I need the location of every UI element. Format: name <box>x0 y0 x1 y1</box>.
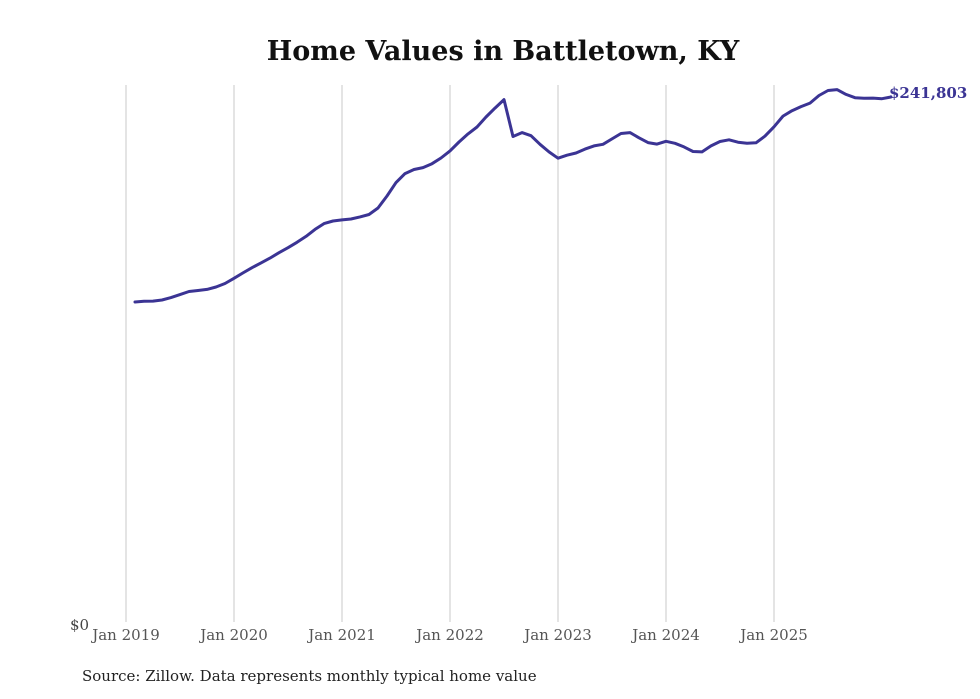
x-tick-label-0: Jan 2019 <box>90 626 160 644</box>
gridlines <box>125 85 775 622</box>
x-tick-label-5: Jan 2024 <box>630 626 700 644</box>
chart-title: Home Values in Battletown, KY <box>267 36 740 67</box>
series-line <box>133 88 893 304</box>
x-tick-label-2: Jan 2021 <box>306 626 376 644</box>
y-tick-label-0: $0 <box>70 616 89 634</box>
x-tick-label-4: Jan 2023 <box>522 626 592 644</box>
x-tick-label-1: Jan 2020 <box>198 626 268 644</box>
end-value-label: $241,803 <box>889 84 967 102</box>
x-axis-ticks: Jan 2019 Jan 2020 Jan 2021 Jan 2022 Jan 2023… <box>90 626 808 644</box>
x-tick-label-6: Jan 2025 <box>738 626 808 644</box>
source-note: Source: Zillow. Data represents monthly … <box>82 667 537 685</box>
x-tick-label-3: Jan 2022 <box>414 626 484 644</box>
